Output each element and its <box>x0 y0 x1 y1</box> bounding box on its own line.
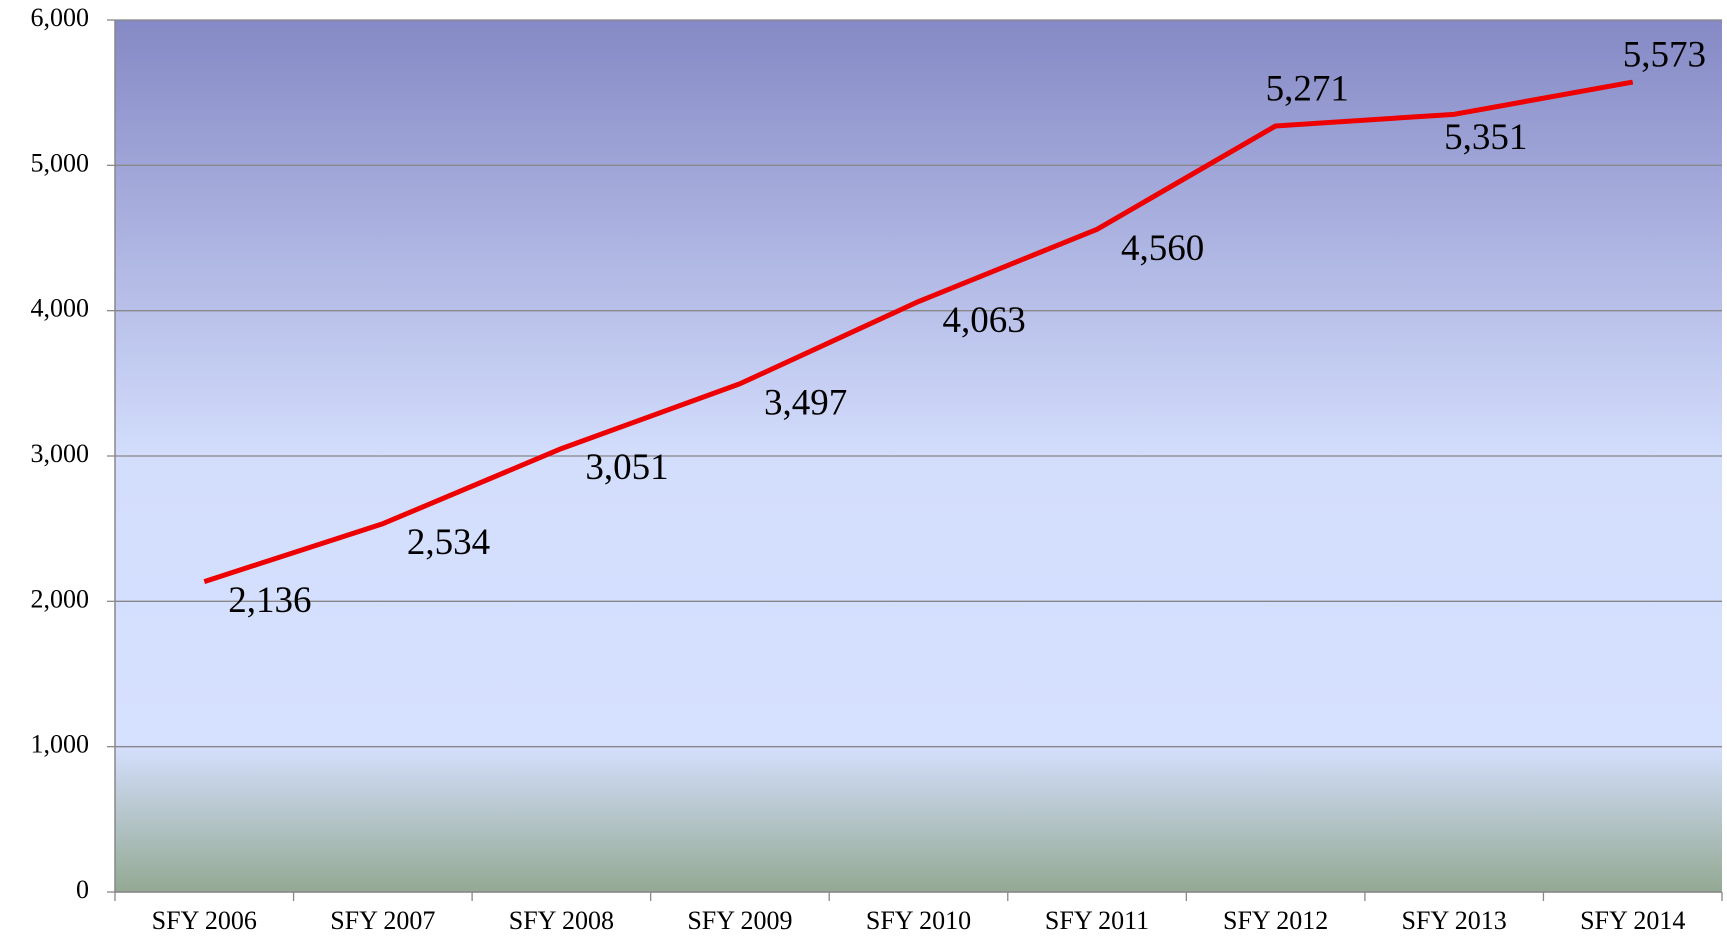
data-label: 5,573 <box>1623 35 1706 76</box>
data-label: 2,534 <box>407 522 490 563</box>
data-label: 4,560 <box>1121 228 1204 269</box>
data-label: 3,497 <box>764 382 847 423</box>
line <box>203 79 1634 584</box>
data-label: 3,051 <box>585 447 668 488</box>
x-tick-label: SFY 2007 <box>330 906 435 935</box>
data-label: 5,271 <box>1266 68 1349 109</box>
x-tick-label: SFY 2013 <box>1402 906 1507 935</box>
x-tick-label: SFY 2009 <box>687 906 792 935</box>
data-label: 4,063 <box>943 300 1026 341</box>
y-tick-label: 0 <box>76 875 89 904</box>
y-tick-label: 3,000 <box>31 439 90 468</box>
y-tick-label: 4,000 <box>31 294 90 323</box>
y-tick-label: 5,000 <box>31 148 90 177</box>
x-tick-label: SFY 2012 <box>1223 906 1328 935</box>
x-tick-label: SFY 2008 <box>509 906 614 935</box>
data-label: 2,136 <box>228 580 311 621</box>
y-tick-label: 2,000 <box>31 584 90 613</box>
x-tick-label: SFY 2014 <box>1580 906 1685 935</box>
data-label: 5,351 <box>1444 117 1527 158</box>
x-tick-label: SFY 2010 <box>866 906 971 935</box>
y-tick-label: 1,000 <box>31 730 90 759</box>
x-tick-label: SFY 2006 <box>152 906 257 935</box>
y-tick-label: 6,000 <box>31 3 90 32</box>
x-tick-label: SFY 2011 <box>1045 906 1149 935</box>
